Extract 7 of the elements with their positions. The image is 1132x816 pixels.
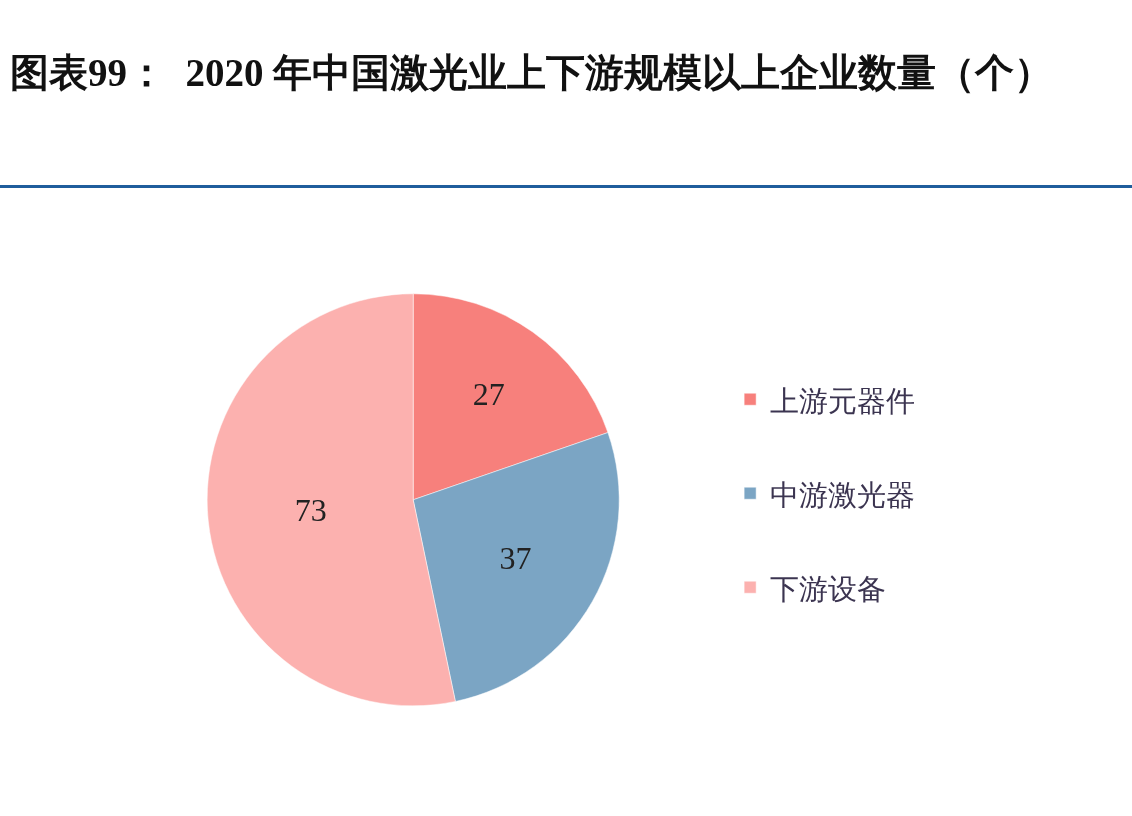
data-label: 27 bbox=[472, 375, 505, 412]
legend-label: 中游激光器 bbox=[770, 477, 916, 512]
chart-title: 图表99： 2020 年中国激光业上下游规模以上企业数量（个） bbox=[10, 50, 1054, 96]
legend-label: 上游元器件 bbox=[770, 383, 916, 418]
data-label: 73 bbox=[294, 492, 327, 529]
legend-label: 下游设备 bbox=[770, 571, 887, 606]
data-label: 37 bbox=[499, 539, 532, 576]
